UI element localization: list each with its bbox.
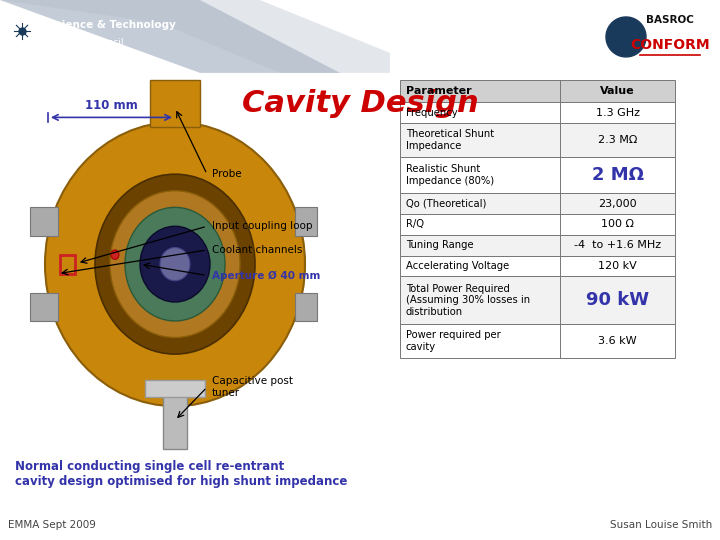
Ellipse shape (45, 122, 305, 406)
Bar (400, 214, 675, 235)
Text: Susan Louise Smith: Susan Louise Smith (610, 520, 712, 530)
Text: 90 kW: 90 kW (586, 291, 649, 309)
Bar (295, 293, 317, 321)
Bar (400, 255, 675, 276)
Bar (295, 207, 317, 236)
Text: Normal conducting single cell re-entrant
cavity design optimised for high shunt : Normal conducting single cell re-entrant… (15, 460, 347, 488)
Bar (30, 293, 58, 321)
Text: R/Q: R/Q (406, 219, 424, 230)
Text: Realistic Shunt
Impedance (80%): Realistic Shunt Impedance (80%) (406, 164, 494, 186)
Ellipse shape (160, 247, 190, 281)
Text: 2 MΩ: 2 MΩ (592, 166, 644, 184)
Text: Power required per
cavity: Power required per cavity (406, 330, 500, 352)
Bar (400, 123, 675, 157)
Bar (400, 79, 675, 102)
Bar (163, 382, 187, 449)
PathPatch shape (0, 0, 340, 73)
Bar (145, 380, 205, 397)
Text: Input coupling loop: Input coupling loop (212, 221, 312, 231)
Bar (60, 255, 75, 274)
Ellipse shape (95, 174, 255, 354)
Ellipse shape (125, 207, 225, 321)
Text: Theoretical Shunt
Impedance: Theoretical Shunt Impedance (406, 129, 494, 151)
Text: Coolant channels: Coolant channels (212, 245, 302, 255)
Text: EMMA Sept 2009: EMMA Sept 2009 (8, 520, 96, 530)
Text: Science & Technology: Science & Technology (48, 20, 176, 30)
Bar (400, 157, 675, 193)
Text: CONFORM: CONFORM (630, 38, 710, 52)
Text: Capacitive post
tuner: Capacitive post tuner (212, 376, 293, 398)
Bar (400, 102, 675, 123)
Text: 1.3 GHz: 1.3 GHz (595, 107, 639, 118)
Bar (150, 79, 200, 127)
Text: Parameter: Parameter (406, 86, 472, 96)
Text: 120 kV: 120 kV (598, 261, 637, 271)
Bar (400, 193, 675, 214)
Text: Tuning Range: Tuning Range (406, 240, 474, 250)
Text: Accelerating Voltage: Accelerating Voltage (406, 261, 509, 271)
Ellipse shape (111, 250, 119, 259)
Ellipse shape (110, 191, 240, 338)
Bar (400, 276, 675, 324)
Text: -4  to +1.6 MHz: -4 to +1.6 MHz (574, 240, 661, 250)
Text: Total Power Required
(Assuming 30% losses in
distribution: Total Power Required (Assuming 30% losse… (406, 284, 530, 317)
Text: 100 Ω: 100 Ω (601, 219, 634, 230)
Text: Aperture Ø 40 mm: Aperture Ø 40 mm (212, 271, 320, 281)
Text: 110 mm: 110 mm (85, 99, 138, 112)
Text: Frequency: Frequency (406, 107, 458, 118)
Text: 3.6 kW: 3.6 kW (598, 336, 636, 346)
Text: Value: Value (600, 86, 635, 96)
Text: 2.3 MΩ: 2.3 MΩ (598, 135, 637, 145)
Text: Facilities Council: Facilities Council (48, 38, 124, 48)
Bar (400, 235, 675, 255)
Polygon shape (592, 11, 644, 63)
Text: Probe: Probe (212, 169, 242, 179)
Text: BASROC: BASROC (646, 15, 694, 25)
Ellipse shape (140, 226, 210, 302)
Bar (400, 324, 675, 358)
Polygon shape (606, 17, 646, 57)
PathPatch shape (0, 0, 390, 73)
Text: Qo (Theoretical): Qo (Theoretical) (406, 199, 487, 208)
Bar (30, 207, 58, 236)
Text: Cavity Design: Cavity Design (242, 89, 478, 118)
Text: 23,000: 23,000 (598, 199, 636, 208)
Circle shape (4, 17, 40, 53)
